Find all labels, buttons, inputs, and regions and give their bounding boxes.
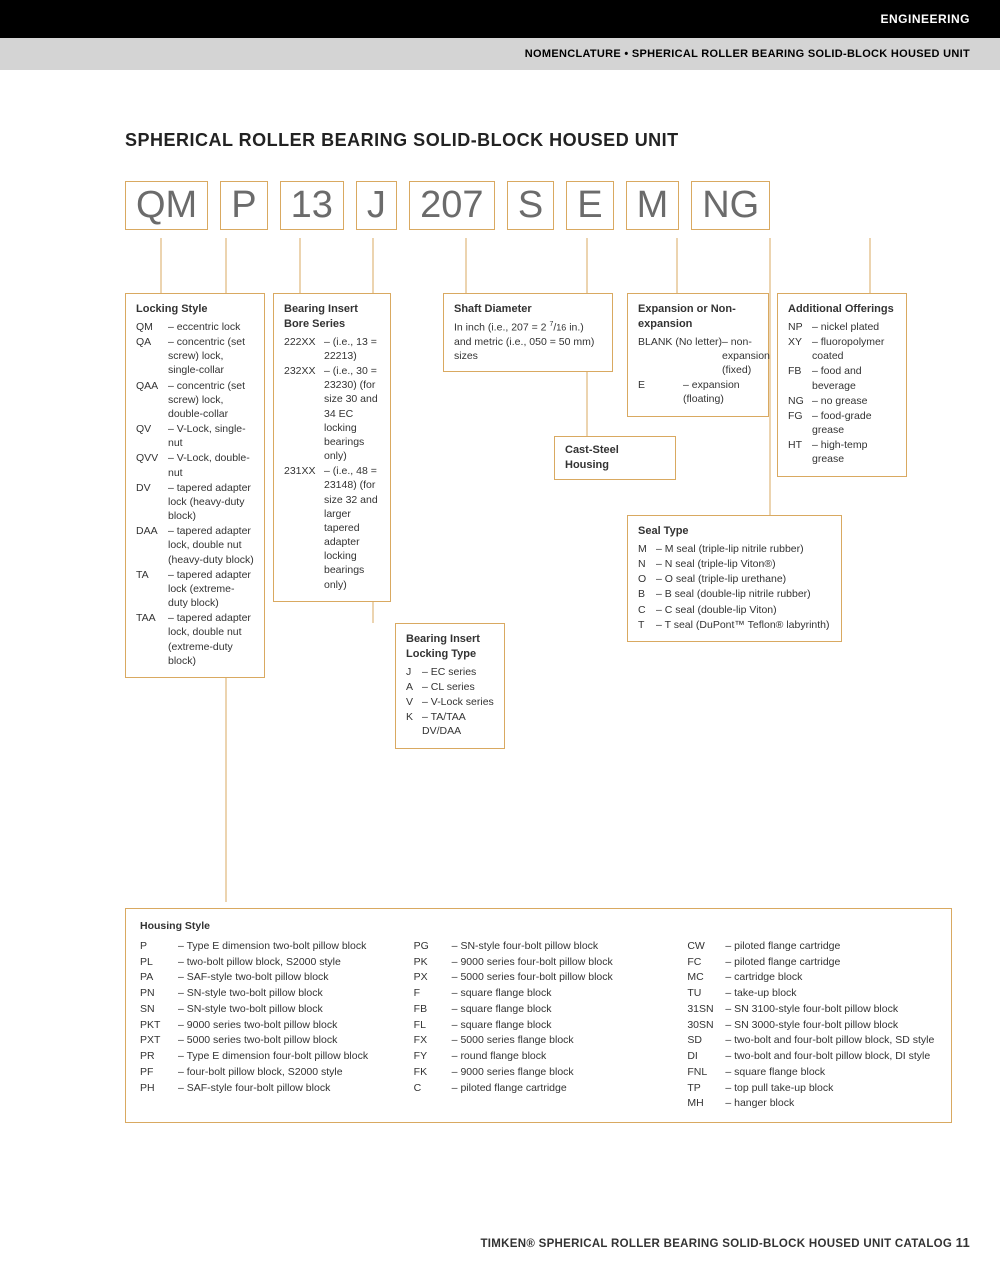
footer: TIMKEN® SPHERICAL ROLLER BEARING SOLID-B… xyxy=(480,1235,970,1250)
entry-row: XYfluoropolymer coated xyxy=(788,335,896,363)
entry-row: JEC series xyxy=(406,665,494,679)
entry-row: TAtapered adapter lock (extreme-duty blo… xyxy=(136,568,254,611)
entry-row: FBfood and beverage xyxy=(788,364,896,392)
housing-row: PType E dimension two-bolt pillow block xyxy=(140,939,390,955)
entry-row: TAAtapered adapter lock, double nut (ext… xyxy=(136,611,254,668)
housing-row: FYround flange block xyxy=(414,1049,664,1065)
housing-row: CWpiloted flange cartridge xyxy=(687,939,937,955)
shaft-diameter-title: Shaft Diameter xyxy=(454,302,602,317)
entry-row: QVV-Lock, single-nut xyxy=(136,422,254,450)
code-part-7: M xyxy=(626,181,680,230)
seal-type-box: Seal Type MM seal (triple-lip nitrile ru… xyxy=(627,515,842,642)
code-part-0: QM xyxy=(125,181,208,230)
housing-row: 31SNSN 3100-style four-bolt pillow block xyxy=(687,1002,937,1018)
entry-row: DVtapered adapter lock (heavy-duty block… xyxy=(136,481,254,524)
page-number: 11 xyxy=(956,1235,970,1250)
locking-style-title: Locking Style xyxy=(136,302,254,317)
entry-row: 232XX(i.e., 30 = 23230) (for size 30 and… xyxy=(284,364,380,463)
entry-row: QAconcentric (set screw) lock, single-co… xyxy=(136,335,254,378)
additional-title: Additional Offerings xyxy=(788,302,896,317)
housing-row: PASAF-style two-bolt pillow block xyxy=(140,970,390,986)
housing-row: PXT5000 series two-bolt pillow block xyxy=(140,1033,390,1049)
housing-row: TUtake-up block xyxy=(687,986,937,1002)
housing-row: 30SNSN 3000-style four-bolt pillow block xyxy=(687,1018,937,1034)
cast-steel-box: Cast-Steel Housing xyxy=(554,436,676,480)
housing-title: Housing Style xyxy=(140,919,937,935)
housing-row: Cpiloted flange cartridge xyxy=(414,1081,664,1097)
entry-row: FGfood-grade grease xyxy=(788,409,896,437)
housing-row: FNLsquare flange block xyxy=(687,1065,937,1081)
housing-row: PNSN-style two-bolt pillow block xyxy=(140,986,390,1002)
entry-row: DAAtapered adapter lock, double nut (hea… xyxy=(136,524,254,567)
code-part-6: E xyxy=(566,181,613,230)
housing-row: FLsquare flange block xyxy=(414,1018,664,1034)
entry-row: QMeccentric lock xyxy=(136,320,254,334)
housing-row: FK9000 series flange block xyxy=(414,1065,664,1081)
shaft-diameter-box: Shaft Diameter In inch (i.e., 207 = 2 7/… xyxy=(443,293,613,372)
housing-row: FCpiloted flange cartridge xyxy=(687,955,937,971)
housing-row: PHSAF-style four-bolt pillow block xyxy=(140,1081,390,1097)
shaft-diameter-text: In inch (i.e., 207 = 2 7/16 in.) and met… xyxy=(454,320,602,363)
entry-row: OO seal (triple-lip urethane) xyxy=(638,572,831,586)
housing-style-box: Housing Style PType E dimension two-bolt… xyxy=(125,908,952,1123)
expansion-title: Expansion or Non-expansion xyxy=(638,302,758,332)
locking-type-box: Bearing Insert Locking Type JEC seriesAC… xyxy=(395,623,505,749)
bore-series-title: Bearing Insert Bore Series xyxy=(284,302,380,332)
code-part-2: 13 xyxy=(280,181,344,230)
seal-type-title: Seal Type xyxy=(638,524,831,539)
code-part-4: 207 xyxy=(409,181,495,230)
locking-style-box: Locking Style QMeccentric lockQAconcentr… xyxy=(125,293,265,678)
entry-row: NN seal (triple-lip Viton®) xyxy=(638,557,831,571)
entry-row: NGno grease xyxy=(788,394,896,408)
entry-row: CC seal (double-lip Viton) xyxy=(638,603,831,617)
housing-row: FBsquare flange block xyxy=(414,1002,664,1018)
entry-row: QVVV-Lock, double-nut xyxy=(136,451,254,479)
housing-row: TPtop pull take-up block xyxy=(687,1081,937,1097)
entry-row: NPnickel plated xyxy=(788,320,896,334)
entry-row: BB seal (double-lip nitrile rubber) xyxy=(638,587,831,601)
header-category: ENGINEERING xyxy=(0,0,1000,38)
entry-row: ACL series xyxy=(406,680,494,694)
code-row: QMP 13J207SEMNG xyxy=(125,181,950,230)
code-part-8: NG xyxy=(691,181,770,230)
housing-row: SNSN-style two-bolt pillow block xyxy=(140,1002,390,1018)
housing-row: SDtwo-bolt and four-bolt pillow block, S… xyxy=(687,1033,937,1049)
housing-row: PFfour-bolt pillow block, S2000 style xyxy=(140,1065,390,1081)
entry-row: VV-Lock series xyxy=(406,695,494,709)
header-breadcrumb: NOMENCLATURE • SPHERICAL ROLLER BEARING … xyxy=(0,38,1000,70)
entry-row: HThigh-temp grease xyxy=(788,438,896,466)
entry-row: 231XX(i.e., 48 = 23148) (for size 32 and… xyxy=(284,464,380,592)
housing-row: PLtwo-bolt pillow block, S2000 style xyxy=(140,955,390,971)
expansion-box: Expansion or Non-expansion BLANK (No let… xyxy=(627,293,769,417)
footer-text: TIMKEN® SPHERICAL ROLLER BEARING SOLID-B… xyxy=(480,1238,952,1250)
code-part-1: P xyxy=(220,181,267,230)
housing-row: PX5000 series four-bolt pillow block xyxy=(414,970,664,986)
housing-row: DItwo-bolt and four-bolt pillow block, D… xyxy=(687,1049,937,1065)
entry-row: TT seal (DuPont™ Teflon® labyrinth) xyxy=(638,618,831,632)
housing-row: PKT9000 series two-bolt pillow block xyxy=(140,1018,390,1034)
code-part-5: S xyxy=(507,181,554,230)
housing-row: MHhanger block xyxy=(687,1096,937,1112)
cast-steel-text: Cast-Steel Housing xyxy=(565,443,665,473)
entry-row: MM seal (triple-lip nitrile rubber) xyxy=(638,542,831,556)
housing-row: PRType E dimension four-bolt pillow bloc… xyxy=(140,1049,390,1065)
entry-row: 222XX(i.e., 13 = 22213) xyxy=(284,335,380,363)
locking-type-title: Bearing Insert Locking Type xyxy=(406,632,494,662)
page-title: SPHERICAL ROLLER BEARING SOLID-BLOCK HOU… xyxy=(125,130,950,151)
housing-row: FX5000 series flange block xyxy=(414,1033,664,1049)
additional-box: Additional Offerings NPnickel platedXYfl… xyxy=(777,293,907,477)
code-part-3: J xyxy=(356,181,397,230)
bore-series-box: Bearing Insert Bore Series 222XX(i.e., 1… xyxy=(273,293,391,602)
main-content: SPHERICAL ROLLER BEARING SOLID-BLOCK HOU… xyxy=(0,70,1000,230)
entry-row: KTA/TAA DV/DAA xyxy=(406,710,494,738)
entry-row: QAAconcentric (set screw) lock, double-c… xyxy=(136,379,254,422)
housing-row: Fsquare flange block xyxy=(414,986,664,1002)
housing-row: PGSN-style four-bolt pillow block xyxy=(414,939,664,955)
housing-row: MCcartridge block xyxy=(687,970,937,986)
housing-row: PK9000 series four-bolt pillow block xyxy=(414,955,664,971)
